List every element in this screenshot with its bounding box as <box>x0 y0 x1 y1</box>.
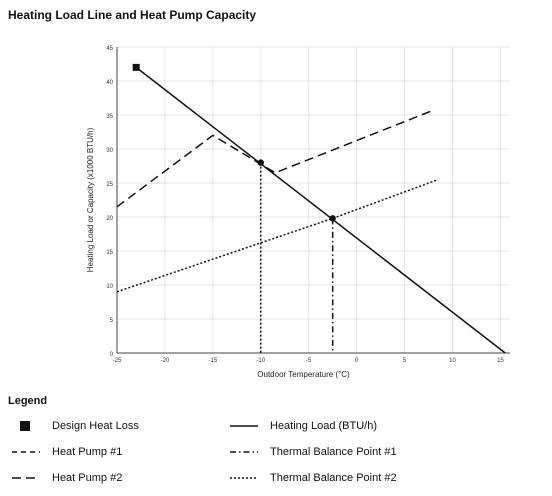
legend-label: Heat Pump #2 <box>52 472 123 484</box>
chart-title: Heating Load Line and Heat Pump Capacity <box>8 8 257 22</box>
x-tick-label: 10 <box>449 358 456 364</box>
x-tick-label: -10 <box>256 358 265 364</box>
y-tick-label: 45 <box>106 46 113 52</box>
chart-plot: 0 5 10 15 20 25 30 35 40 45 -25 -20 -15 -10 -5 0 5 10 15 Ou… <box>86 46 510 379</box>
legend-swatch-dotted <box>230 472 262 484</box>
y-tick-label: 40 <box>106 80 113 86</box>
series-line-heat-pump-2 <box>116 109 434 208</box>
legend-label: Design Heat Loss <box>52 420 139 432</box>
x-tick-label: -20 <box>161 358 170 364</box>
x-tick-label: 5 <box>403 358 407 364</box>
legend-item-heat-pump-2: Heat Pump #2 <box>12 472 122 484</box>
legend-label: Thermal Balance Point #2 <box>270 472 397 484</box>
legend-label: Thermal Balance Point #1 <box>270 446 397 458</box>
y-tick-label: 30 <box>106 148 113 154</box>
legend-swatch-dashed-long <box>12 472 44 484</box>
legend-title: Legend <box>8 395 48 407</box>
legend-item-thermal-balance-2: Thermal Balance Point #2 <box>230 472 397 484</box>
y-tick-label: 0 <box>110 352 114 358</box>
legend-swatch-dashed-short <box>12 446 44 458</box>
y-tick-label: 25 <box>106 182 113 188</box>
legend-item-heating-load: Heating Load (BTU/h) <box>230 420 377 432</box>
legend-swatch-dashdot <box>230 446 262 458</box>
y-tick-label: 20 <box>106 216 113 222</box>
legend-swatch-square <box>12 420 44 432</box>
y-tick-label: 10 <box>106 284 113 290</box>
x-tick-label: 0 <box>355 358 359 364</box>
design-heat-loss-marker <box>132 63 140 71</box>
y-tick-label: 35 <box>106 114 113 120</box>
x-tick-label: -25 <box>113 358 122 364</box>
series-line-heating-load-btu-h <box>135 66 506 354</box>
legend-label: Heat Pump #1 <box>52 446 123 458</box>
x-tick-label: -15 <box>209 358 218 364</box>
legend-item-thermal-balance-1: Thermal Balance Point #1 <box>230 446 397 458</box>
balance-point-marker <box>329 215 336 222</box>
x-axis-label: Outdoor Temperature (°C) <box>257 370 350 379</box>
balance-point-marker <box>257 159 264 166</box>
y-axis-label: Heating Load or Capacity (x1000 BTU/h) <box>86 127 95 272</box>
y-tick-label: 15 <box>106 250 113 256</box>
legend-item-design-heat-loss: Design Heat Loss <box>12 420 139 432</box>
legend-swatch-solid <box>230 420 262 432</box>
x-tick-label: 15 <box>497 358 504 364</box>
y-tick-label: 5 <box>110 318 114 324</box>
x-tick-label: -5 <box>306 358 312 364</box>
legend-label: Heating Load (BTU/h) <box>270 420 377 432</box>
legend-item-heat-pump-1: Heat Pump #1 <box>12 446 122 458</box>
